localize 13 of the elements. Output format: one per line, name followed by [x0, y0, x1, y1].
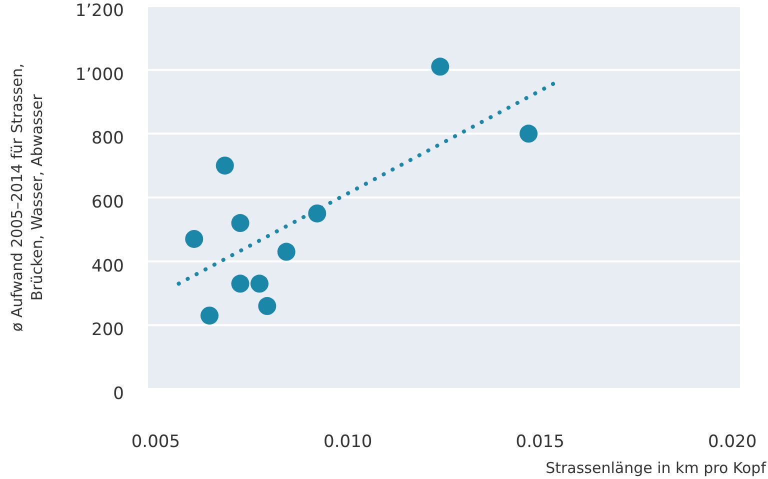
- y-tick-label: 800: [92, 128, 124, 149]
- y-tick-label: 1’000: [75, 64, 124, 85]
- y-tick-label: 600: [92, 192, 124, 212]
- x-tick-label: 0.020: [708, 432, 757, 452]
- x-axis-title: Strassenlänge in km pro Kopf: [546, 459, 767, 477]
- y-tick-label: 0: [113, 384, 124, 404]
- x-tick-label: 0.005: [131, 432, 180, 452]
- x-tick-label: 0.010: [324, 432, 372, 452]
- y-tick-label: 400: [92, 256, 124, 276]
- x-tick-label: 0.015: [516, 432, 564, 452]
- y-axis-title: ø Aufwand 2005–2014 für Strassen, Brücken, Wasser, Abwasser: [8, 63, 46, 332]
- y-tick-label: 200: [92, 320, 124, 340]
- y-tick-label: 1’200: [75, 1, 124, 21]
